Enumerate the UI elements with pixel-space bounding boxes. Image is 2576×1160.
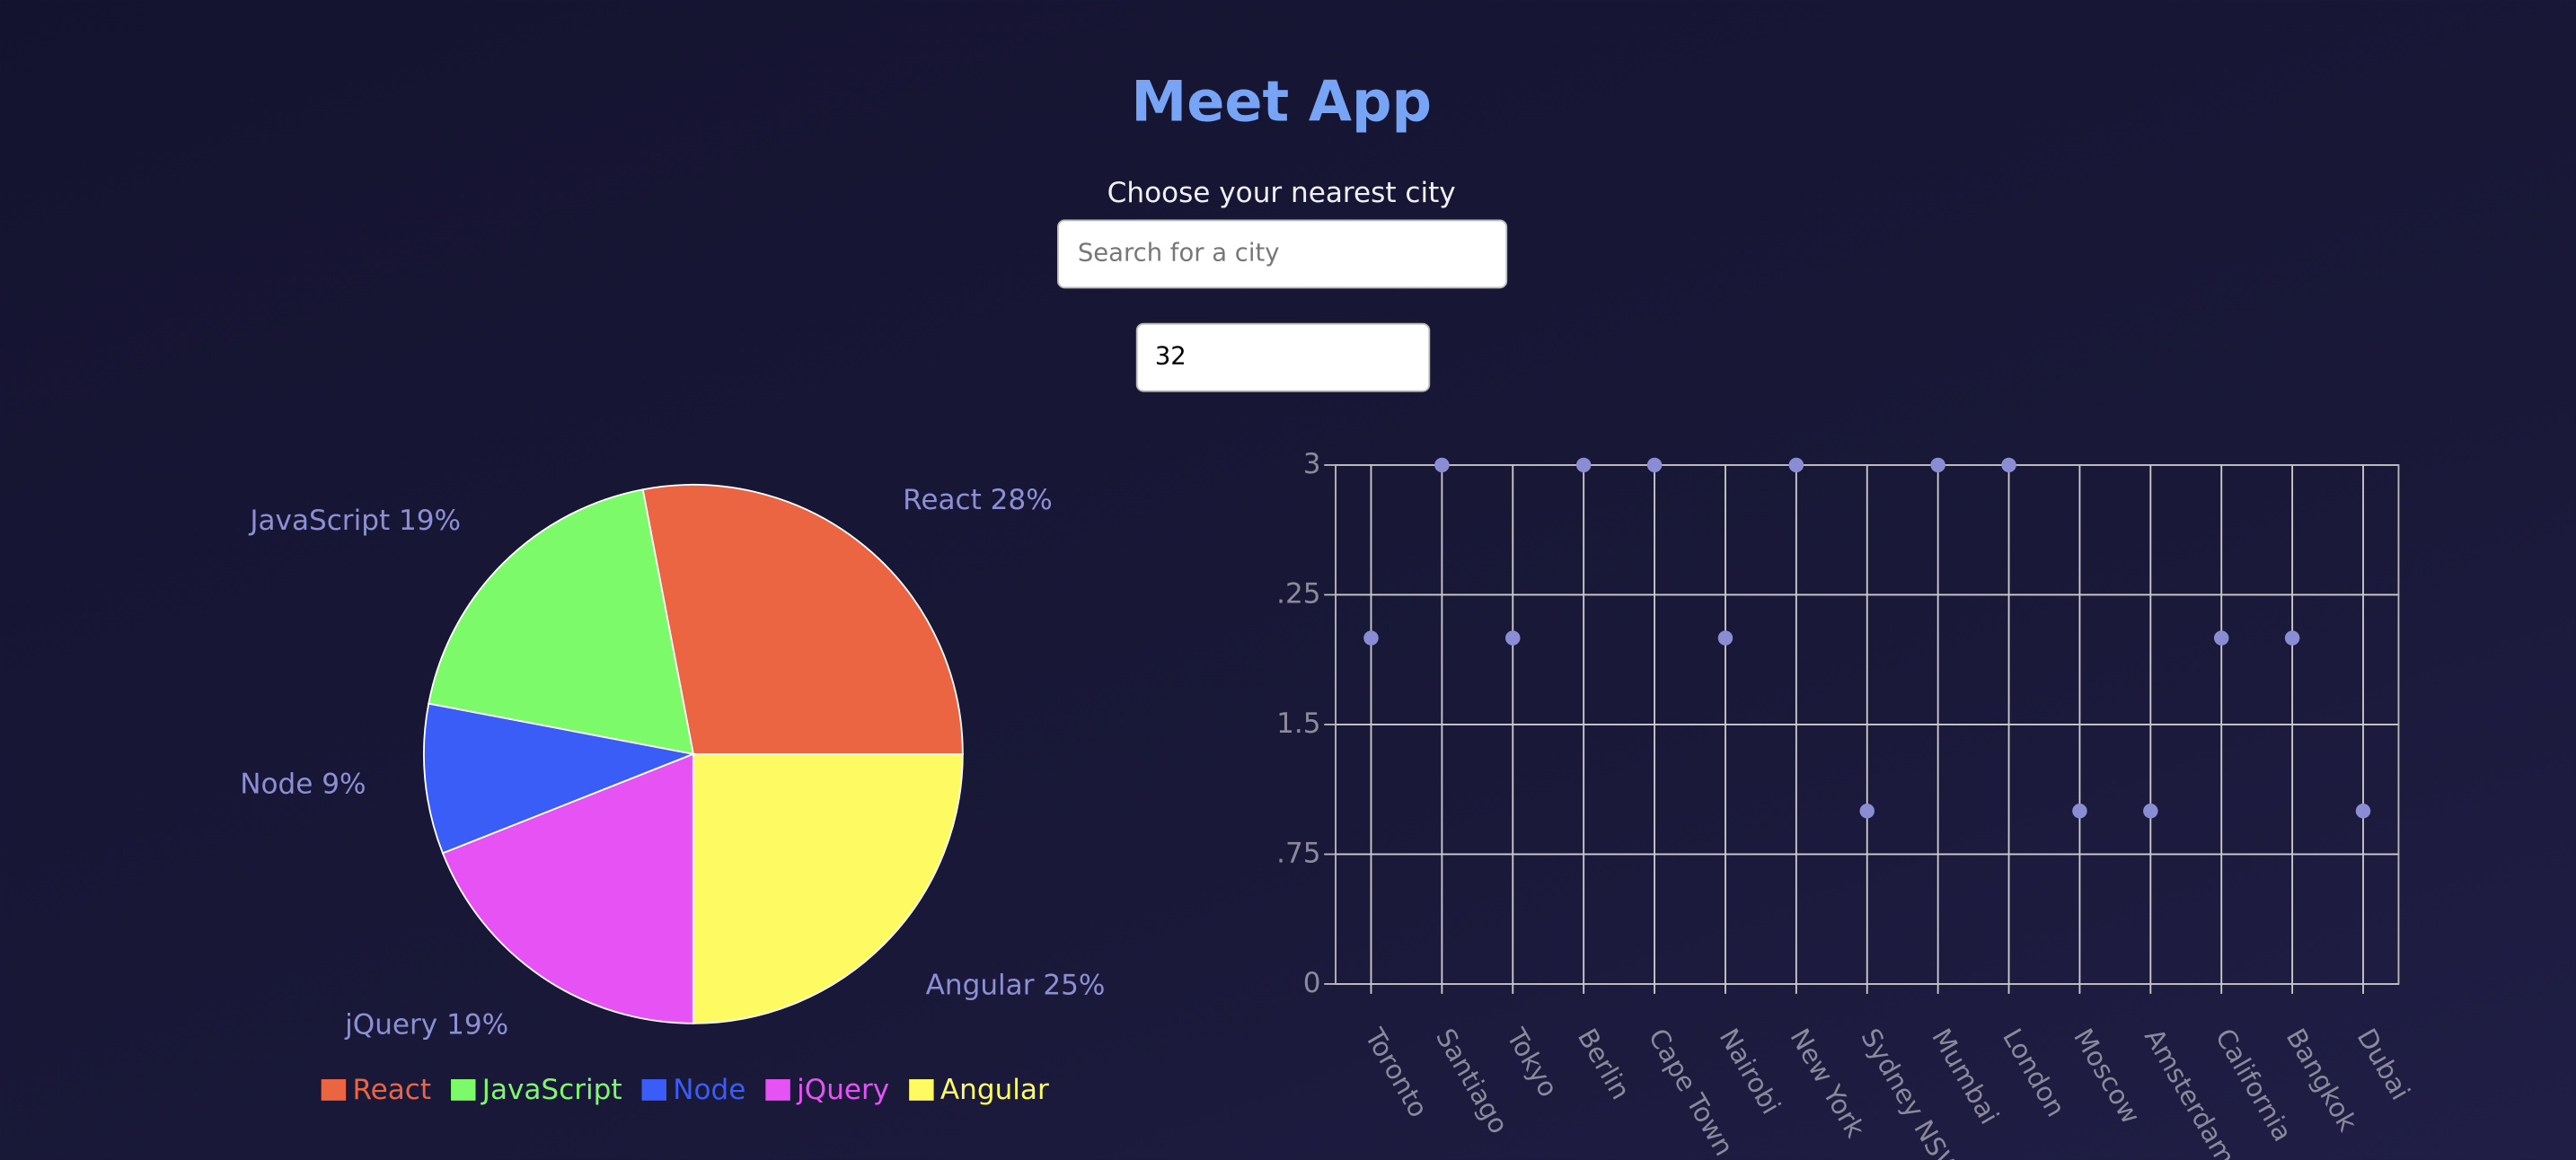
scatter-point: [2284, 630, 2300, 646]
scatter-point: [1505, 630, 1521, 646]
number-input[interactable]: [1135, 322, 1431, 392]
legend-label: JavaScript: [481, 1074, 622, 1106]
x-tick-label: London: [1997, 1024, 2071, 1122]
legend-swatch: [321, 1079, 347, 1101]
x-tick-label: Nairobi: [1714, 1024, 1786, 1120]
scatter-point: [1575, 457, 1592, 473]
y-tick-label: 0: [1303, 967, 1321, 999]
x-tick-label: Toronto: [1359, 1023, 1434, 1122]
pie-slice: [428, 488, 695, 756]
y-tick-label: 3: [1303, 448, 1321, 480]
x-tick-label: Berlin: [1572, 1024, 1636, 1105]
scatter-point: [2143, 804, 2158, 819]
legend-swatch: [451, 1079, 476, 1101]
scatter-point: [2355, 804, 2371, 819]
number-input-value: 32: [1155, 343, 1187, 371]
search-input[interactable]: [1057, 219, 1508, 289]
legend-label: Node: [673, 1074, 745, 1106]
search-placeholder: Search for a city: [1078, 239, 1280, 267]
scatter-point: [1717, 630, 1734, 646]
legend-label: jQuery: [796, 1074, 889, 1106]
x-tick-label: Tokyo: [1500, 1023, 1564, 1103]
scatter-point: [2001, 457, 2016, 473]
search-label: Choose your nearest city: [1107, 177, 1456, 209]
pie-label: React 28%: [903, 484, 1053, 516]
legend-swatch: [765, 1079, 790, 1101]
pie-label: Node 9%: [240, 768, 366, 800]
pie-slice: [441, 752, 694, 1024]
pie-label: JavaScript 19%: [248, 505, 461, 537]
scatter-point: [2072, 804, 2087, 819]
legend-swatch: [641, 1079, 666, 1101]
legend-label: React: [352, 1074, 431, 1106]
x-tick-label: Bangkok: [2280, 1024, 2363, 1137]
x-tick-label: Dubai: [2351, 1024, 2416, 1105]
pie-slice: [422, 702, 697, 855]
scatter-point: [1859, 804, 1875, 819]
scatter-point: [1930, 457, 1945, 473]
scatter-point: [1434, 457, 1450, 473]
x-tick-label: Moscow: [2068, 1024, 2147, 1129]
y-tick-label: .75: [1276, 837, 1320, 869]
pie-slice: [641, 483, 964, 755]
scatter-point: [2213, 630, 2229, 646]
legend-swatch: [909, 1079, 934, 1101]
legend-label: Angular: [940, 1074, 1049, 1106]
pie-slice: [692, 752, 964, 1024]
scatter-point: [1788, 457, 1804, 473]
y-tick-label: .25: [1276, 577, 1320, 610]
pie-label: Angular 25%: [926, 970, 1106, 1002]
x-tick-label: Mumbai: [1926, 1024, 2005, 1129]
app-title: Meet App: [1131, 68, 1432, 134]
scatter-point: [1363, 630, 1379, 646]
y-tick-label: 1.5: [1276, 707, 1320, 740]
scatter-point: [1646, 457, 1663, 473]
pie-label: jQuery 19%: [344, 1009, 508, 1041]
